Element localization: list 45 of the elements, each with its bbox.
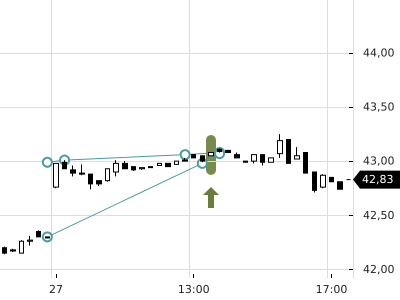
candlestick — [10, 248, 16, 253]
point — [180, 149, 191, 160]
candlestick — [200, 155, 205, 163]
candlestick — [105, 168, 110, 182]
y-tick-label: 44,00 — [363, 46, 394, 60]
candlestick — [260, 154, 265, 166]
candlestick — [320, 174, 326, 189]
candlestick — [27, 235, 33, 246]
candlestick — [234, 152, 240, 158]
candlestick — [303, 152, 308, 174]
y-tick-label: 43,00 — [363, 154, 394, 168]
y-tick-label: 43,50 — [363, 100, 394, 114]
candlestick — [131, 166, 136, 172]
candlestick — [70, 165, 76, 177]
candlestick — [139, 167, 145, 170]
candlestick — [174, 160, 179, 165]
candlestick — [268, 157, 274, 163]
y-tick-label: 42,50 — [363, 208, 394, 222]
candlestick — [191, 154, 196, 158]
candlestick — [62, 160, 67, 170]
candlestick — [329, 176, 334, 182]
x-tick-label: 27 — [48, 283, 63, 296]
candlestick — [286, 139, 291, 164]
candlestick — [79, 164, 85, 176]
candlestick — [251, 154, 257, 164]
candlestick — [2, 246, 7, 255]
candlestick — [337, 181, 343, 190]
point — [42, 156, 53, 168]
candlestick — [19, 240, 24, 254]
y-tick-label: 42,00 — [363, 262, 394, 276]
text: 42,83 — [362, 173, 394, 186]
candlestick — [113, 160, 119, 177]
candlestick — [225, 150, 231, 154]
candlestick — [88, 174, 93, 190]
x-tick-label: 17:00 — [316, 283, 348, 296]
candlestick — [96, 180, 102, 187]
candlestick — [312, 171, 317, 194]
x-tick-label: 13:00 — [178, 283, 210, 296]
candlestick — [294, 146, 300, 160]
candlestick — [122, 160, 128, 170]
candlestick — [165, 162, 171, 168]
candlestick — [217, 148, 222, 154]
candlestick — [157, 162, 162, 166]
candlestick — [277, 134, 283, 158]
candlestick — [36, 230, 41, 238]
